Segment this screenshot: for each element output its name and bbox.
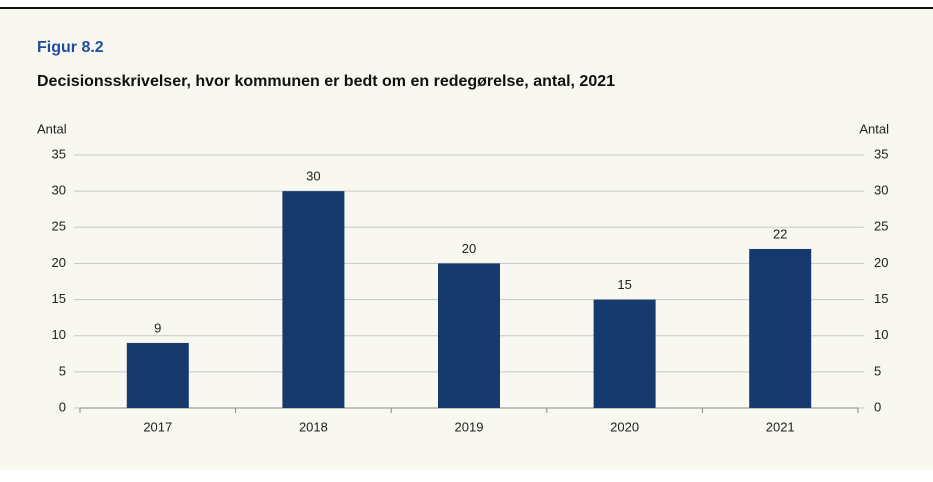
y-tick-label: 25: [52, 219, 66, 234]
figure-label: Figur 8.2: [37, 39, 104, 56]
chart-title: Decisionsskrivelser, hvor kommunen er be…: [37, 73, 615, 90]
bar: [438, 263, 500, 408]
x-tick-label: 2017: [143, 419, 172, 434]
bar: [126, 342, 189, 408]
x-tick-label: 2019: [455, 419, 484, 434]
value-label: 20: [462, 241, 476, 256]
y2-tick-label: 25: [874, 219, 888, 234]
bar: [282, 191, 345, 408]
y2-tick-label: 0: [874, 399, 881, 414]
y-tick-label: 10: [52, 327, 66, 342]
y-tick-label: 5: [59, 363, 66, 378]
y-tick-label: 35: [52, 146, 66, 161]
y2-tick-label: 35: [874, 146, 888, 161]
x-tick-label: 2021: [766, 419, 795, 434]
y-tick-label: 30: [52, 183, 66, 198]
y-axis-label: Antal: [37, 121, 67, 136]
y2-tick-label: 5: [874, 363, 881, 378]
value-label: 15: [617, 277, 631, 292]
bar: [749, 248, 812, 408]
y-tick-label: 0: [59, 399, 66, 414]
y2-tick-label: 20: [874, 255, 888, 270]
y2-axis-label: Antal: [859, 121, 889, 136]
value-label: 30: [306, 169, 320, 184]
x-tick-label: 2020: [610, 419, 639, 434]
y-tick-label: 20: [52, 255, 66, 270]
bar: [593, 299, 656, 408]
y2-tick-label: 10: [874, 327, 888, 342]
x-tick-label: 2018: [299, 419, 328, 434]
y-tick-label: 15: [52, 291, 66, 306]
y2-tick-label: 15: [874, 291, 888, 306]
value-label: 9: [154, 320, 161, 335]
value-label: 22: [773, 226, 787, 241]
y2-tick-label: 30: [874, 183, 888, 198]
